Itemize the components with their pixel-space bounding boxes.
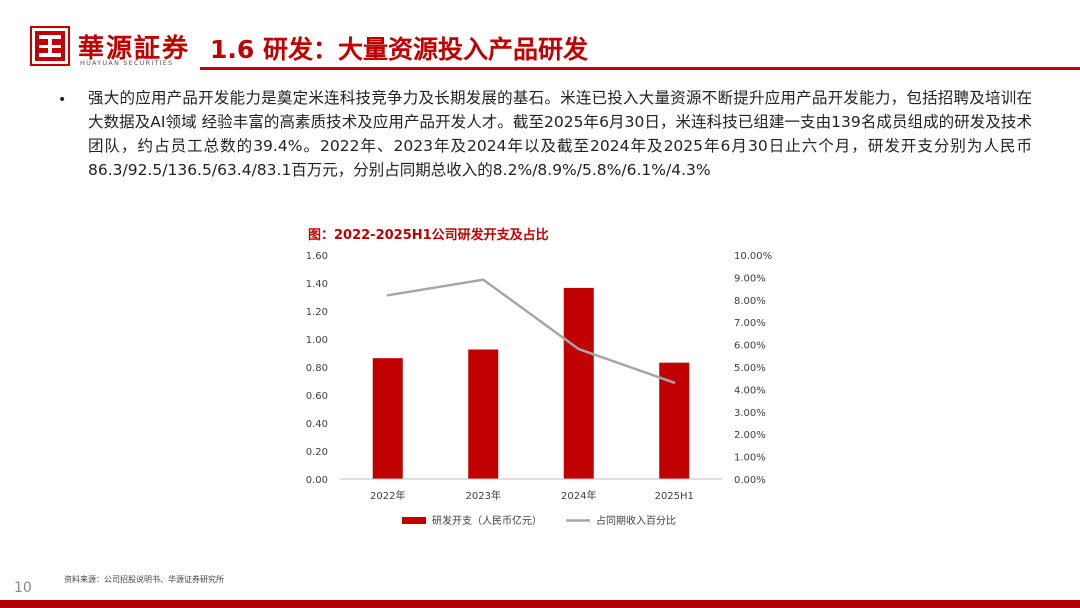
bar bbox=[563, 287, 594, 479]
y-right-tick-label: 4.00% bbox=[734, 385, 766, 396]
x-tick-label: 2025H1 bbox=[655, 491, 694, 502]
y-left-tick-label: 1.00 bbox=[306, 335, 328, 346]
y-right-tick-label: 7.00% bbox=[734, 318, 766, 329]
x-tick-label: 2023年 bbox=[466, 489, 501, 502]
line-point bbox=[577, 347, 580, 351]
bar bbox=[372, 358, 403, 479]
y-right-tick-label: 10.00% bbox=[734, 251, 772, 262]
line-point bbox=[482, 278, 485, 281]
seal-icon bbox=[30, 26, 70, 66]
y-right-tick-label: 9.00% bbox=[734, 273, 766, 284]
legend-swatch-bar bbox=[402, 517, 426, 524]
logo-english: HUAYUAN SECURITIES bbox=[80, 59, 174, 67]
y-left-tick-label: 0.40 bbox=[306, 419, 328, 430]
source-note: 资料来源：公司招股说明书、华源证券研究所 bbox=[64, 575, 224, 584]
page-title: 1.6 研发：大量资源投入产品研发 bbox=[210, 35, 588, 64]
y-right-tick-label: 5.00% bbox=[734, 363, 766, 374]
y-right-tick-label: 6.00% bbox=[734, 341, 766, 352]
footer-bar bbox=[0, 600, 1080, 608]
y-right-tick-label: 3.00% bbox=[734, 408, 766, 419]
y-right-tick-label: 2.00% bbox=[734, 430, 766, 441]
company-logo: 華源証券 HUAYUAN SECURITIES bbox=[30, 26, 200, 70]
logo-text: 華源証券 bbox=[78, 34, 191, 64]
legend-label-bar: 研发开支（人民币亿元） bbox=[432, 514, 542, 527]
page-number: 10 bbox=[14, 580, 32, 596]
line-point bbox=[386, 294, 389, 297]
bar bbox=[468, 349, 499, 479]
y-left-tick-label: 1.60 bbox=[306, 251, 328, 262]
legend-label-line: 占同期收入百分比 bbox=[596, 514, 676, 527]
series-line bbox=[387, 278, 675, 384]
y-left-tick-label: 0.20 bbox=[306, 447, 328, 458]
y-left-tick-label: 0.00 bbox=[306, 475, 328, 486]
y-right-tick-label: 8.00% bbox=[734, 296, 766, 307]
y-left-tick-label: 0.60 bbox=[306, 391, 328, 402]
x-tick-label: 2024年 bbox=[561, 489, 596, 502]
x-tick-label: 2022年 bbox=[370, 489, 405, 502]
y-left-tick-label: 0.80 bbox=[306, 363, 328, 374]
y-left-tick-label: 1.40 bbox=[306, 279, 328, 290]
y-right-tick-label: 1.00% bbox=[734, 453, 766, 464]
title-divider bbox=[200, 67, 1080, 70]
bullet-icon: • bbox=[58, 92, 67, 108]
chart-title: 图：2022-2025H1公司研发开支及占比 bbox=[308, 228, 549, 243]
bullet-text: 强大的应用产品开发能力是奠定米连科技竞争力及长期发展的基石。米连已投入大量资源不… bbox=[88, 89, 1032, 179]
y-left-tick-label: 1.20 bbox=[306, 307, 328, 318]
y-right-tick-label: 0.00% bbox=[734, 475, 766, 486]
line-point bbox=[673, 381, 676, 384]
